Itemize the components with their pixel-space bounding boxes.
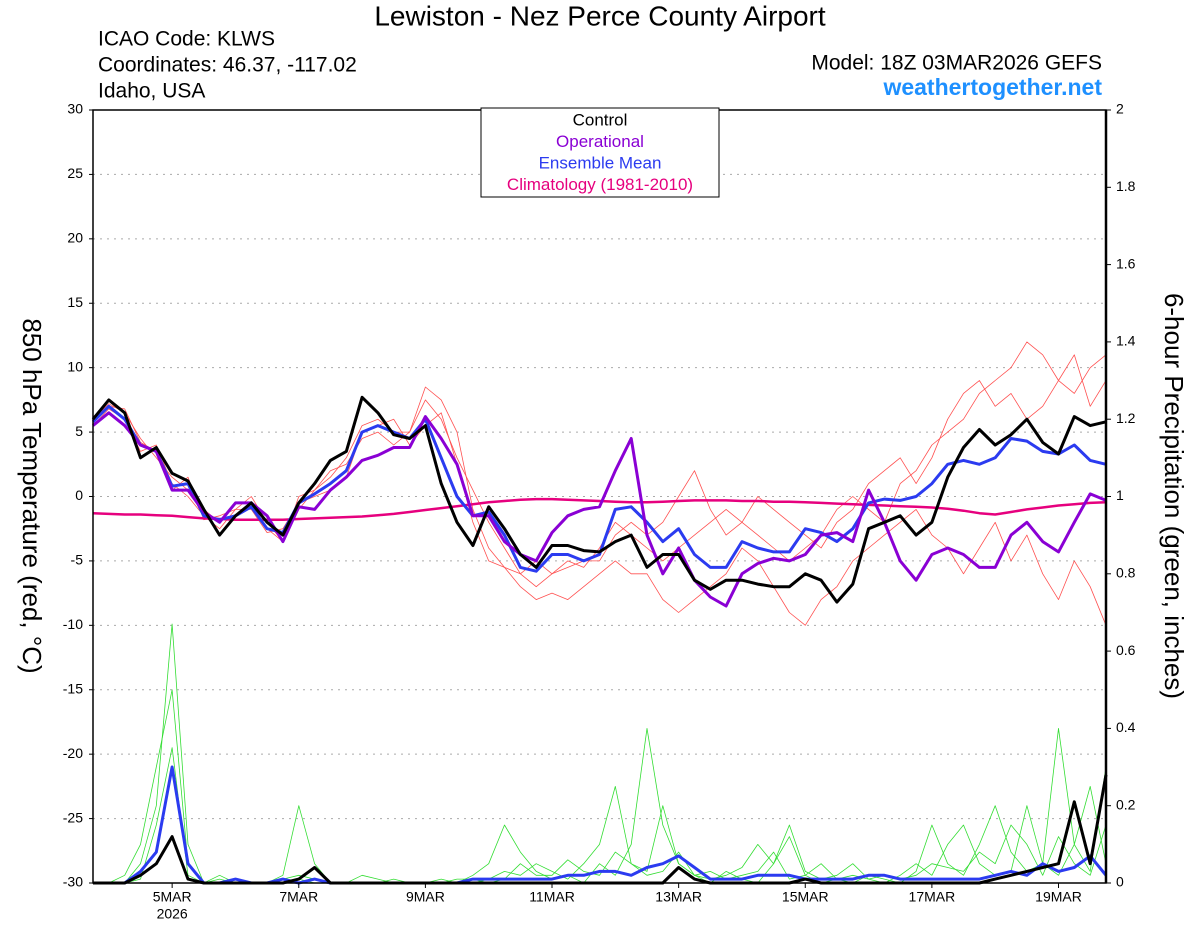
x-tick-label: 9MAR xyxy=(406,889,445,905)
y2-tick-label: 0.6 xyxy=(1116,642,1136,658)
y2-tick-label: 0.4 xyxy=(1116,719,1136,735)
x-tick-label: 5MAR xyxy=(153,889,192,905)
precip-line xyxy=(93,774,1108,885)
axes: -30 -25 -20 -15 -10 -5 0 5 10 15 20 25 30 0 0.2 0.4 0.6 0… xyxy=(63,101,1136,922)
x-tick-label: 17MAR xyxy=(909,889,956,905)
y2-tick-label: 0.2 xyxy=(1116,796,1136,812)
legend-label: Operational xyxy=(556,132,644,151)
y-tick-label: -15 xyxy=(63,680,83,696)
y-tick-label: -25 xyxy=(63,809,83,825)
legend-label: Control xyxy=(573,110,628,129)
member-line xyxy=(92,354,1107,575)
y2-tick-label: 0.8 xyxy=(1116,565,1136,581)
x-tick-label: 7MAR xyxy=(279,889,318,905)
info-line: Idaho, USA xyxy=(98,80,205,103)
y-tick-label: 5 xyxy=(75,423,83,439)
y2-tick-label: 0 xyxy=(1116,874,1124,890)
model-label: Model: 18Z 03MAR2026 GEFS xyxy=(811,52,1102,75)
series-line xyxy=(91,404,1107,573)
y2-tick-label: 1.6 xyxy=(1116,255,1136,271)
y2-axis-title: 6-hour Precipitation (green, inches) xyxy=(1159,293,1189,699)
y-tick-label: 20 xyxy=(67,230,83,246)
legend-box xyxy=(480,107,720,198)
y2-tick-label: 1 xyxy=(1116,487,1124,503)
y-tick-label: 0 xyxy=(75,487,83,503)
grid xyxy=(93,109,1106,884)
y-tick-label: -10 xyxy=(63,616,83,632)
legend-label: Climatology (1981-2010) xyxy=(507,175,693,194)
y-tick-label: 30 xyxy=(67,101,83,117)
y-tick-label: 15 xyxy=(67,294,83,310)
x-year-label: 2026 xyxy=(157,906,188,922)
info-line: ICAO Code: KLWS xyxy=(98,28,275,51)
x-tick-label: 15MAR xyxy=(782,889,829,905)
legend-label: Ensemble Mean xyxy=(539,153,662,172)
y2-tick-label: 1.2 xyxy=(1116,410,1136,426)
x-tick-label: 19MAR xyxy=(1035,889,1082,905)
precip-line xyxy=(93,765,1108,885)
y-tick-label: 10 xyxy=(67,358,83,374)
y2-tick-label: 1.4 xyxy=(1116,333,1136,349)
y-tick-label: -20 xyxy=(63,745,83,761)
y-tick-label: -5 xyxy=(71,552,84,568)
plot-lines xyxy=(91,341,1108,885)
precip-line xyxy=(93,747,1107,884)
x-tick-label: 11MAR xyxy=(529,889,575,905)
x-tick-label: 13MAR xyxy=(655,889,702,905)
precip-line xyxy=(93,689,1107,884)
series-line xyxy=(91,395,1107,604)
series-line xyxy=(92,411,1107,608)
y2-tick-label: 1.8 xyxy=(1116,178,1136,194)
y2-tick-label: 2 xyxy=(1116,101,1124,117)
y-tick-label: -30 xyxy=(63,874,83,890)
y-tick-label: 25 xyxy=(67,165,83,181)
info-line: Coordinates: 46.37, -117.02 xyxy=(98,54,357,77)
website-label: weathertogether.net xyxy=(882,74,1102,100)
chart-title: Lewiston - Nez Perce County Airport xyxy=(374,0,826,31)
y-axis-title: 850 hPa Temperature (red, °C) xyxy=(17,318,47,673)
